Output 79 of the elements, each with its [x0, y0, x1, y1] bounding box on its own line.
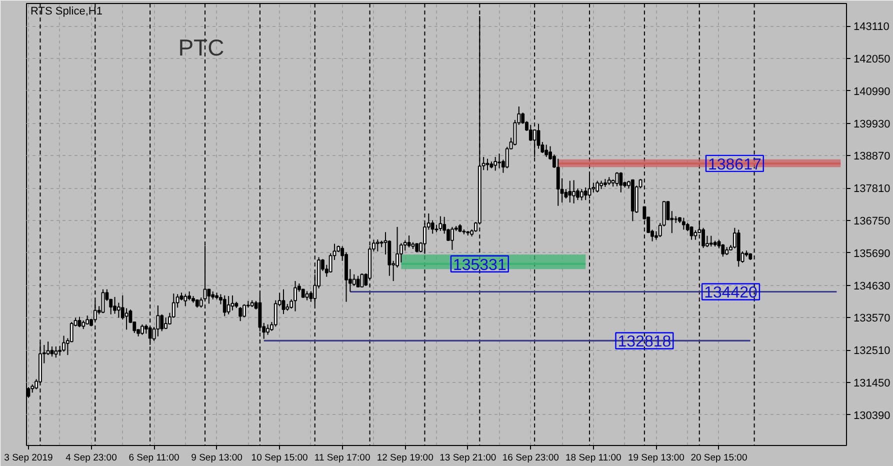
candlestick — [282, 288, 286, 315]
candlestick — [596, 180, 600, 193]
candlestick — [156, 305, 160, 337]
candlestick — [407, 235, 411, 248]
y-tick-label: 131450 — [854, 378, 890, 390]
candlestick — [438, 216, 442, 232]
candlestick — [430, 220, 434, 234]
candlestick — [528, 124, 532, 142]
x-tick-label: 11 Sep 17:00 — [314, 452, 370, 464]
candlestick — [58, 345, 62, 356]
annotation: PTC — [178, 34, 224, 61]
candlestick — [615, 172, 619, 187]
candlestick — [580, 188, 584, 201]
candlestick — [498, 153, 501, 169]
x-tick-label: 20 Sep 15:00 — [690, 452, 748, 464]
y-tick-label: 135690 — [854, 248, 890, 260]
candlestick — [568, 180, 572, 203]
candlestick — [140, 324, 144, 336]
y-tick-label: 137810 — [854, 183, 890, 196]
candlestick — [124, 308, 128, 330]
candlestick — [690, 226, 694, 240]
candlestick — [536, 123, 540, 150]
x-tick-label: 18 Sep 11:00 — [566, 452, 622, 464]
x-tick-label: 9 Sep 13:00 — [191, 452, 242, 464]
candlestick — [564, 188, 568, 200]
y-tick-label: 138870 — [854, 150, 890, 163]
x-tick-label: 6 Sep 11:00 — [128, 452, 180, 464]
chart-title: RTS Splice,H1 — [30, 6, 102, 18]
y-tick-label: 134630 — [854, 280, 890, 292]
candlestick — [682, 217, 686, 230]
annotation: 138617 — [708, 156, 762, 174]
y-tick-label: 139930 — [854, 118, 890, 130]
x-tick-label: 13 Sep 21:00 — [440, 452, 496, 464]
candlestick — [360, 272, 364, 288]
candlestick — [376, 238, 380, 252]
x-tick-label: 10 Sep 15:00 — [251, 452, 308, 464]
y-tick-label: 142050 — [854, 54, 890, 66]
candlestick — [113, 296, 116, 314]
candlestick — [238, 306, 242, 322]
candlestick — [352, 274, 356, 286]
y-tick-label: 136750 — [854, 216, 890, 228]
candlestick — [62, 335, 66, 352]
candlestick — [222, 294, 226, 317]
candlestick — [494, 156, 498, 172]
candlestick — [54, 346, 58, 358]
candlestick — [70, 322, 74, 343]
y-tick-label: 130390 — [854, 410, 890, 422]
candlestick — [356, 275, 360, 288]
x-tick-label: 12 Sep 19:00 — [376, 452, 434, 464]
candlestick — [584, 187, 588, 201]
y-tick-label: 133570 — [854, 312, 890, 325]
x-tick-label: 19 Sep 13:00 — [628, 452, 684, 464]
candlestick — [207, 288, 211, 304]
x-tick-label: 3 Sep 2019 — [4, 452, 53, 464]
candlestick — [694, 230, 698, 240]
candlestick — [226, 296, 230, 315]
y-tick-label: 132510 — [854, 345, 890, 358]
candlestick — [78, 316, 82, 328]
candlestick — [721, 244, 725, 258]
candlestick — [242, 304, 246, 318]
x-tick-label: 16 Sep 23:00 — [502, 452, 559, 464]
candlestick — [709, 235, 713, 248]
y-tick-label: 143110 — [854, 21, 890, 34]
candlestick — [294, 280, 297, 312]
candlestick — [450, 226, 454, 250]
candlestick — [50, 346, 54, 358]
candlestick — [184, 294, 188, 307]
candlestick — [403, 240, 407, 251]
candlestick — [619, 172, 623, 193]
x-tick-label: 4 Sep 23:00 — [66, 452, 117, 464]
candlestick — [415, 242, 419, 253]
candlestick — [556, 158, 560, 206]
candlestick — [544, 144, 548, 158]
candlestick — [572, 180, 576, 204]
candlestick — [46, 341, 50, 356]
y-tick-label: 140990 — [854, 86, 890, 98]
candlestick — [116, 302, 120, 318]
candlestick — [160, 314, 164, 332]
candlestick — [266, 324, 270, 336]
